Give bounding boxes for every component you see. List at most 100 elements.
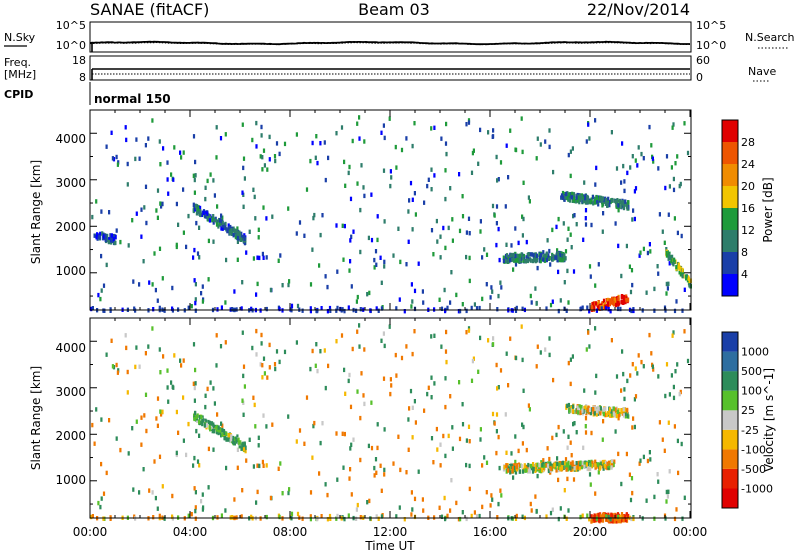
velocity-cell [219, 344, 223, 349]
power-cell [602, 298, 606, 304]
velocity-cell [198, 433, 201, 438]
velocity-cell [216, 515, 219, 520]
velocity-cell [208, 420, 212, 426]
velocity-cell [314, 363, 317, 368]
velocity-cell [311, 455, 314, 460]
velocity-cell [97, 500, 100, 506]
velocity-cell [632, 516, 635, 522]
velocity-cell [597, 405, 600, 411]
power-cell [555, 255, 558, 261]
power-cell [489, 295, 492, 300]
velocity-cell [275, 349, 279, 354]
power-cell [199, 209, 202, 214]
velocity-cell [309, 514, 312, 519]
colorbar-segment [722, 332, 738, 352]
velocity-cell [444, 453, 447, 459]
power-cell [221, 223, 224, 228]
velocity-cell [171, 493, 174, 499]
power-cell [335, 131, 338, 136]
velocity-cell [238, 440, 241, 445]
power-cell [319, 232, 322, 238]
power-cell [446, 305, 449, 311]
freq-unit-label: [MHz] [4, 68, 36, 81]
power-cell [614, 199, 617, 204]
power-cell [632, 308, 635, 314]
velocity-cell [201, 415, 204, 420]
power-cell [639, 250, 642, 255]
power-cell [111, 156, 114, 161]
power-cell [196, 251, 200, 256]
velocity-cell [148, 488, 151, 493]
power-cell [577, 195, 580, 201]
power-cell [461, 214, 465, 219]
power-cell [221, 215, 224, 220]
velocity-cell [155, 416, 158, 421]
power-cell [193, 190, 196, 195]
power-cell [490, 285, 493, 290]
velocity-cell [528, 469, 531, 474]
velocity-cell [570, 464, 573, 470]
velocity-cell [676, 362, 679, 367]
x-axis-tick-labels: 00:00 04:00 08:00 12:00 16:00 20:00 00:0… [73, 525, 708, 539]
velocity-cell [382, 331, 385, 336]
velocity-cell [530, 463, 533, 469]
power-cell [390, 175, 393, 180]
power-cell [536, 136, 539, 141]
colorbar-tick-label: 16 [741, 202, 755, 215]
velocity-cell [590, 430, 593, 436]
power-cell [673, 216, 676, 221]
power-cell [565, 308, 568, 313]
power-cell [158, 246, 162, 251]
power-cell [620, 180, 623, 185]
velocity-cell [509, 336, 512, 341]
power-cell [199, 212, 202, 217]
velocity-cell [457, 517, 460, 522]
power-cell [609, 309, 612, 314]
velocity-cell [255, 500, 258, 505]
velocity-cell [100, 461, 103, 467]
power-cell [442, 225, 445, 231]
power-cell [140, 207, 143, 212]
velocity-cell [672, 330, 675, 335]
power-cell [495, 221, 498, 226]
velocity-cell [586, 408, 589, 413]
power-cell [629, 289, 633, 295]
power-cell [220, 226, 223, 231]
power-cell [287, 282, 290, 288]
velocity-cell [555, 432, 558, 438]
power-cell [573, 213, 576, 218]
power-cell [104, 237, 107, 243]
velocity-cell [115, 436, 118, 441]
power-cell [567, 300, 570, 305]
velocity-cell [100, 496, 103, 501]
power-cell [411, 143, 414, 149]
power-cell [534, 286, 537, 291]
power-panel-bg [90, 110, 691, 310]
velocity-cell [579, 460, 582, 465]
velocity-cell [348, 372, 351, 378]
velocity-cell [433, 381, 436, 386]
power-ylabel: Slant Range [km] [29, 160, 43, 264]
power-cell [383, 219, 386, 224]
power-cell [665, 291, 668, 296]
power-cell [212, 220, 215, 225]
power-cell [199, 205, 202, 211]
velocity-cell [153, 459, 156, 464]
velocity-cell [413, 399, 416, 404]
velocity-axis-ticks [89, 317, 691, 518]
power-ytick-2000: 2000 [55, 220, 86, 234]
power-cell [668, 261, 671, 266]
power-cell [245, 250, 248, 255]
velocity-cell [382, 376, 386, 381]
power-cell [192, 173, 195, 178]
velocity-cell [487, 338, 490, 343]
power-cell [433, 173, 436, 178]
velocity-cell [479, 335, 482, 341]
velocity-cell [518, 469, 521, 474]
power-cell [530, 252, 533, 257]
power-cell [663, 240, 666, 245]
velocity-cell [536, 473, 539, 479]
power-cell [97, 292, 100, 298]
power-cell [522, 258, 525, 263]
power-cell [535, 253, 538, 258]
